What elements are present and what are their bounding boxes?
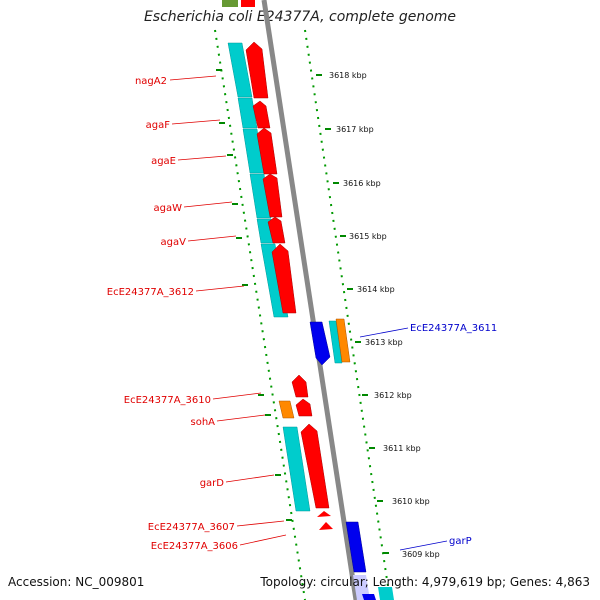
guide-lines	[214, 29, 391, 600]
tick-label: 3615 kbp	[349, 232, 387, 241]
gene-agaW	[262, 173, 283, 218]
tick-marks	[216, 69, 389, 554]
map-title: Escherichia coli E24377A, complete genom…	[143, 9, 457, 25]
tick-labels: 3618 kbp 3617 kbp 3616 kbp 3615 kbp 3614…	[329, 71, 440, 559]
gene-label-EcE24377A_3611: EcE24377A_3611	[410, 323, 497, 334]
tick-label: 3611 kbp	[383, 444, 421, 453]
cds-block	[237, 97, 258, 129]
tick-label: 3617 kbp	[336, 125, 374, 134]
gene-EcE24377A_3612	[271, 243, 297, 314]
reverse-genes-mid	[309, 318, 351, 366]
gene-label-agaE: agaE	[151, 156, 176, 167]
gene-label-EcE24377A_3606: EcE24377A_3606	[151, 541, 238, 552]
gene-EcE24377A_3611	[335, 318, 351, 363]
forward-genes-upper	[245, 41, 297, 314]
tick-label: 3612 kbp	[374, 391, 412, 400]
gene-agaV	[267, 216, 286, 244]
tick-label: 3616 kbp	[343, 179, 381, 188]
genome-backbone	[261, 0, 359, 600]
gene-garP-cds	[353, 575, 370, 600]
gene-sohA	[295, 398, 313, 417]
cds-block	[328, 320, 343, 364]
gene-label-EcE24377A_3612: EcE24377A_3612	[107, 287, 194, 298]
tick-label: 3613 kbp	[365, 338, 403, 347]
cds-block	[227, 42, 253, 98]
accession-text: Accession: NC_009801	[8, 575, 145, 589]
gene-label-agaF: agaF	[146, 120, 171, 131]
top-features	[222, 0, 255, 7]
gene-label-garD: garD	[200, 478, 225, 489]
label-leaders	[169, 75, 448, 551]
gene-nagA2	[245, 41, 269, 99]
tick-label: 3609 kbp	[402, 550, 440, 559]
gene-label-EcE24377A_3610: EcE24377A_3610	[124, 395, 211, 406]
cds-block	[282, 426, 311, 512]
gene-label-nagA2: nagA2	[135, 76, 167, 87]
gene-sohA-cds	[278, 400, 295, 419]
tick-label: 3610 kbp	[392, 497, 430, 506]
cds-block	[378, 587, 394, 600]
gene-tail	[362, 594, 376, 600]
gene-label-garP: garP	[449, 536, 472, 547]
gene-label-sohA: sohA	[190, 417, 215, 428]
gene-EcE24377A_3607	[317, 511, 331, 517]
gene-label-agaW: agaW	[154, 203, 183, 214]
tick-label: 3614 kbp	[357, 285, 395, 294]
gene-garP	[345, 521, 367, 573]
gene-agaF	[252, 100, 271, 129]
gene-reverse	[309, 321, 331, 366]
gene-labels: nagA2 agaF agaE agaW agaV EcE24377A_3612…	[107, 76, 498, 552]
gene-EcE24377A_3606	[319, 522, 333, 530]
gene-agaE	[256, 127, 278, 175]
genome-summary-text: Topology: circular; Length: 4,979,619 bp…	[260, 575, 590, 589]
gene-label-agaV: agaV	[161, 237, 187, 248]
gene-EcE24377A_3610	[291, 374, 309, 398]
gene-label-EcE24377A_3607: EcE24377A_3607	[148, 522, 235, 533]
genes-lower	[278, 374, 394, 600]
gene-garD	[300, 423, 330, 509]
tick-label: 3618 kbp	[329, 71, 367, 80]
